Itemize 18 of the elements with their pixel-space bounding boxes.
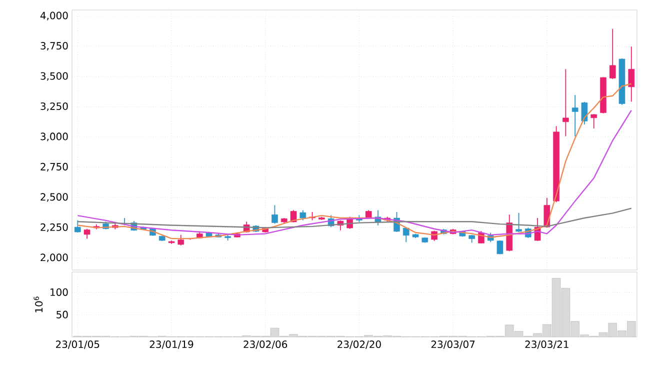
y-tick-label: 50 [56,310,68,318]
y-tick-label: 2,000 [40,254,68,262]
x-tick-label: 23/03/21 [525,340,568,349]
y-tick-label: 3,250 [40,102,68,112]
x-tick-label: 23/02/20 [338,340,381,349]
y-tick-label: 3,750 [40,42,68,51]
y-tick-label: 2,250 [40,223,68,232]
y-tick-label: 3,500 [40,72,68,81]
x-tick-label: 23/01/19 [150,340,194,349]
x-tick-label: 23/02/06 [244,340,288,349]
y-tick-label: 2,750 [40,162,68,172]
x-tick-label: 23/01/05 [56,340,100,349]
y-tick-label: 100 [50,288,68,296]
y-tick-label: 4,000 [40,12,68,20]
y-tick-label: 2,500 [40,193,68,202]
y-tick-label: 3,000 [40,132,68,142]
x-tick-label: 23/03/07 [431,340,475,349]
y-axis-title: 10$^{6}$ [34,296,43,312]
